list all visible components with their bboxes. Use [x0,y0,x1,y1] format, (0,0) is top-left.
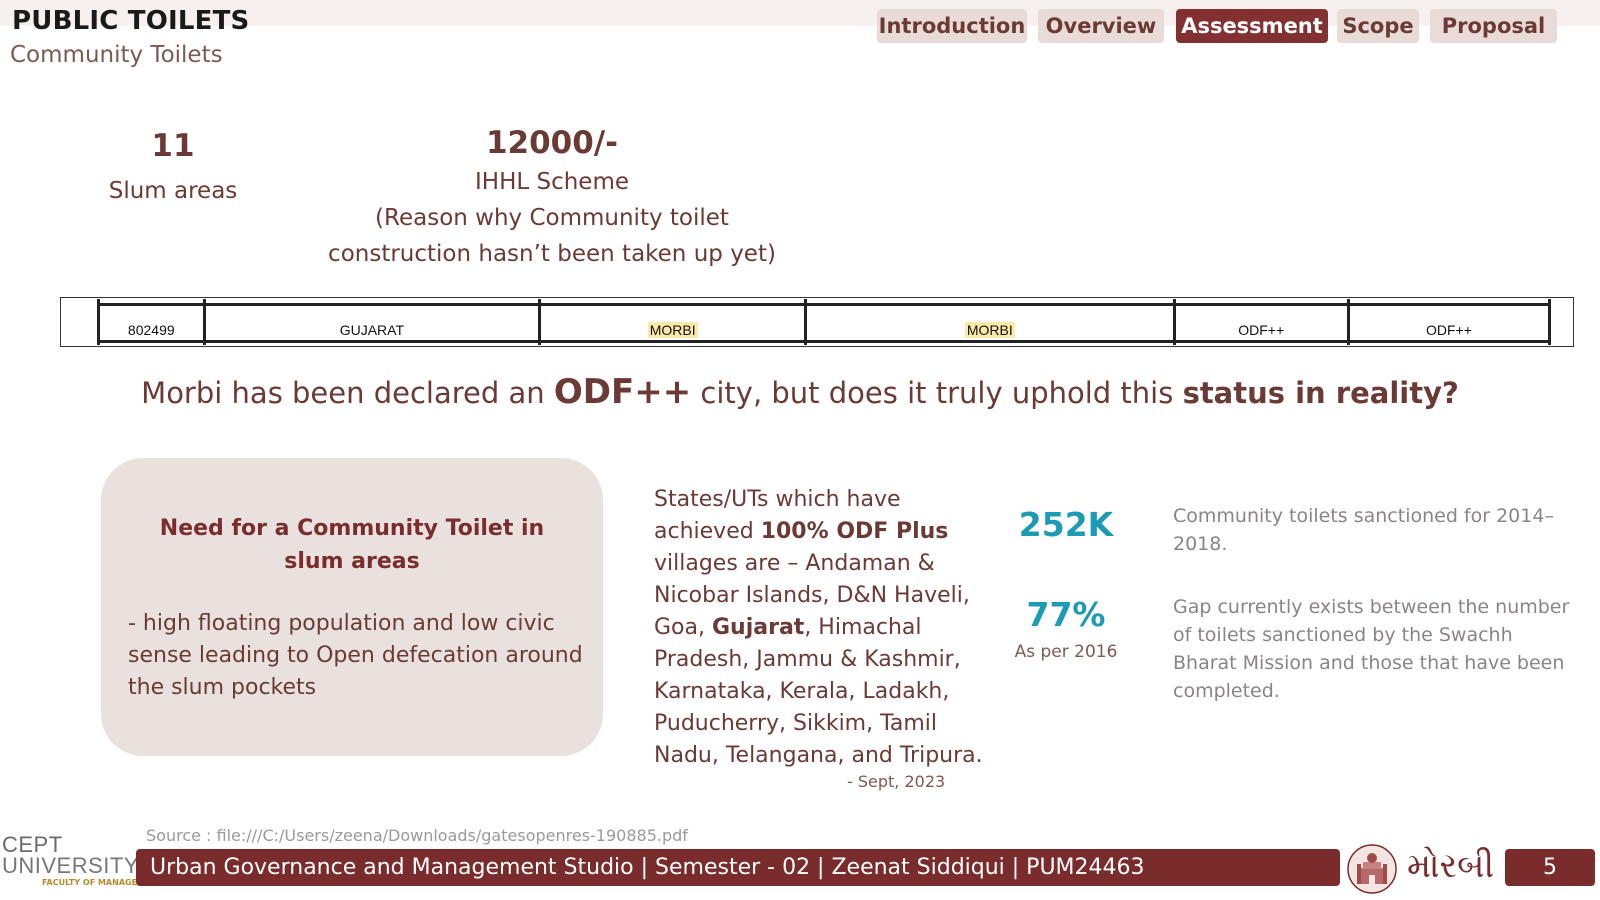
table-cell-status-2: ODF++ [1425,322,1472,338]
footer-bar: Urban Governance and Management Studio |… [136,849,1340,886]
table-cell-status-1: ODF++ [1176,299,1350,345]
table-cell-code: 802499 [100,299,206,345]
need-body: - high floating population and low civic… [128,611,583,700]
table-cell-district: MORBI [541,299,808,345]
states-bold: Gujarat [711,615,805,640]
question-bold: status in reality? [1182,376,1459,410]
ihhl-line-2: (Reason why Community toilet [375,205,729,231]
cept-logo-text: CEPT [2,832,63,857]
tab-scope[interactable]: Scope [1337,9,1419,43]
need-title: Need for a Community Toilet in slum area… [159,516,545,574]
source-link[interactable]: Source : file:///C:/Users/zeena/Download… [146,826,688,845]
slum-label: Slum areas [108,178,238,204]
kpi-value-gap: 77% [1026,595,1106,634]
question-text: city, but does it truly uphold this [691,376,1183,410]
morbi-emblem-icon [1347,844,1397,894]
table-cell-state: GUJARAT [206,299,542,345]
table-divider [97,340,1551,343]
states-text: , Himachal Pradesh, Jammu & Kashmir, Kar… [654,615,983,768]
ihhl-line-1: IHHL Scheme [474,169,630,195]
states-text: villages are – Andaman & Nicobar Islands… [654,551,970,640]
city-name-gujarati: મોરબી [1407,846,1495,886]
states-text: States/UTs which have achieved [654,487,901,544]
table-row: 802499 GUJARAT MORBI MORBI ODF++ ODF++ [97,299,1551,345]
ihhl-description: IHHL Scheme (Reason why Community toilet… [302,164,802,272]
page-number: 5 [1505,849,1595,886]
page-title: PUBLIC TOILETS [12,6,250,36]
slum-count: 11 [151,128,195,164]
page-subtitle: Community Toilets [10,42,223,68]
question-text: Morbi has been declared an [141,376,554,410]
odf-states-paragraph: States/UTs which have achieved 100% ODF … [654,484,999,772]
ihhl-line-3: construction hasn’t been taken up yet) [328,241,776,267]
kpi-value-sanctioned: 252K [1018,505,1114,544]
states-bold: 100% ODF Plus [760,519,949,544]
table-cell-city: MORBI [807,299,1176,345]
top-band [0,0,1600,26]
kpi-desc-sanctioned: Community toilets sanctioned for 2014–20… [1173,505,1554,555]
states-date: - Sept, 2023 [847,772,946,791]
city-highlight: MORBI [964,322,1015,338]
tab-assessment[interactable]: Assessment [1176,9,1328,43]
kpi-desc-gap: Gap currently exists between the number … [1173,596,1570,702]
question-emphasis: ODF++ [553,372,692,412]
cept-logo-faculty: FACULTY OF MANAGEMENT [42,878,163,887]
ihhl-amount: 12000/- [485,125,619,161]
need-callout-box [101,458,603,756]
district-highlight: MORBI [647,322,698,338]
tab-overview[interactable]: Overview [1038,9,1164,43]
key-question: Morbi has been declared an ODF++ city, b… [0,372,1600,412]
tab-introduction[interactable]: Introduction [877,9,1027,43]
tab-proposal[interactable]: Proposal [1430,9,1557,43]
footer-text: Urban Governance and Management Studio |… [150,855,1145,880]
table-divider [97,303,1551,306]
cept-logo-text: UNIVERSITY [2,853,140,878]
kpi-sub-gap: As per 2016 [1014,642,1118,662]
